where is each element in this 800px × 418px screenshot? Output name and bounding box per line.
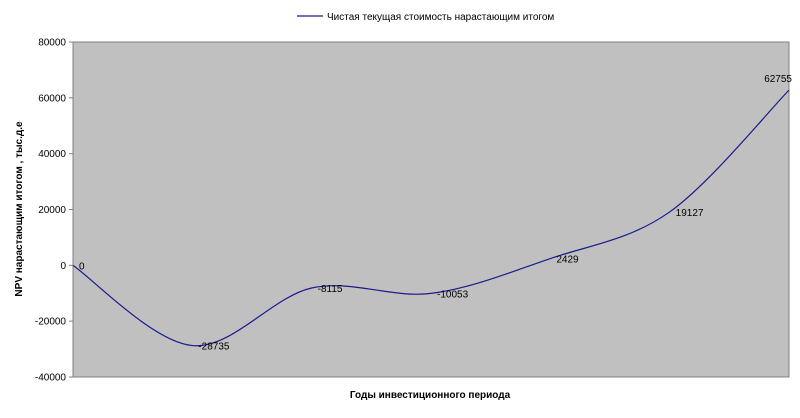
legend-label: Чистая текущая стоимость нарастающим ито…	[327, 12, 554, 23]
x-axis-title: Годы инвестиционного периода	[350, 390, 511, 401]
data-labels: 0 -28735 -8115 -10053 2429 19127 62755	[72, 74, 792, 353]
data-label: -10053	[437, 289, 469, 300]
plot-area	[72, 41, 790, 378]
data-label: 62755	[764, 74, 792, 85]
y-tick-label: 80000	[38, 38, 66, 49]
legend-box	[291, 6, 566, 24]
data-label: -28735	[198, 342, 230, 353]
y-tick-label: -40000	[35, 373, 67, 384]
legend: Чистая текущая стоимость нарастающим ито…	[291, 6, 566, 24]
y-tick-label: -20000	[35, 317, 67, 328]
y-tick-label: 20000	[38, 205, 66, 216]
data-label: -8115	[318, 284, 343, 295]
data-label: 2429	[556, 255, 579, 266]
y-axis: -40000 -20000 0 20000 40000 60000 80000	[35, 38, 73, 384]
y-tick-label: 60000	[38, 93, 66, 104]
y-axis-title: NPV нарастающим итогом , тыс.д.е	[14, 121, 25, 297]
data-label: 19127	[676, 208, 704, 219]
y-tick-label: 0	[60, 261, 66, 272]
y-tick-label: 40000	[38, 149, 66, 160]
data-label: 0	[79, 261, 85, 272]
